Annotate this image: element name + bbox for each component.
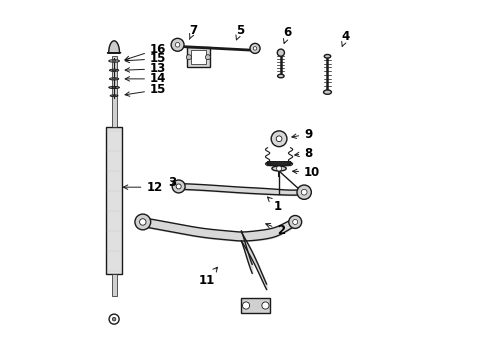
- Bar: [112, 274, 117, 296]
- Circle shape: [135, 214, 151, 230]
- Circle shape: [171, 39, 184, 51]
- Bar: [242, 298, 270, 313]
- Text: 13: 13: [125, 62, 166, 75]
- Circle shape: [109, 314, 119, 324]
- Text: 3: 3: [168, 176, 176, 189]
- Text: 1: 1: [268, 197, 282, 213]
- Ellipse shape: [278, 74, 284, 78]
- Circle shape: [301, 189, 307, 195]
- Ellipse shape: [112, 87, 116, 88]
- Ellipse shape: [323, 90, 331, 94]
- Text: 5: 5: [236, 24, 245, 40]
- Circle shape: [250, 43, 260, 53]
- Circle shape: [262, 302, 269, 309]
- Circle shape: [277, 49, 285, 56]
- Bar: [106, 127, 122, 274]
- Text: 14: 14: [125, 72, 166, 85]
- Circle shape: [289, 216, 302, 228]
- Circle shape: [293, 220, 298, 225]
- Ellipse shape: [112, 60, 116, 62]
- Ellipse shape: [112, 70, 116, 71]
- Circle shape: [276, 136, 282, 141]
- Text: 6: 6: [284, 27, 292, 44]
- Circle shape: [271, 131, 287, 147]
- Circle shape: [112, 318, 116, 321]
- Ellipse shape: [112, 78, 116, 79]
- Circle shape: [205, 55, 210, 60]
- Polygon shape: [108, 41, 121, 53]
- Bar: [191, 50, 206, 64]
- Text: 8: 8: [294, 147, 313, 159]
- Circle shape: [186, 55, 192, 60]
- Text: 15: 15: [125, 83, 166, 96]
- Text: 9: 9: [292, 127, 313, 141]
- Text: 7: 7: [190, 24, 197, 39]
- Bar: [112, 56, 117, 127]
- Ellipse shape: [266, 162, 292, 163]
- Text: 2: 2: [266, 224, 285, 237]
- Ellipse shape: [324, 54, 331, 58]
- Ellipse shape: [110, 95, 118, 96]
- Circle shape: [175, 42, 180, 47]
- Ellipse shape: [109, 86, 120, 89]
- Ellipse shape: [109, 78, 119, 80]
- Circle shape: [140, 219, 146, 225]
- Ellipse shape: [272, 166, 286, 171]
- Ellipse shape: [269, 165, 290, 166]
- Circle shape: [243, 302, 250, 309]
- Text: 11: 11: [198, 267, 218, 287]
- Ellipse shape: [109, 60, 120, 62]
- Text: 4: 4: [342, 30, 350, 46]
- Circle shape: [172, 180, 185, 193]
- Ellipse shape: [266, 163, 292, 164]
- Ellipse shape: [109, 69, 119, 71]
- Bar: [187, 47, 210, 67]
- Text: 12: 12: [123, 181, 163, 194]
- Text: 16: 16: [125, 42, 166, 60]
- Circle shape: [297, 185, 311, 199]
- Circle shape: [253, 47, 257, 50]
- Circle shape: [176, 184, 181, 189]
- Text: 15: 15: [125, 52, 166, 65]
- Ellipse shape: [113, 95, 116, 96]
- Circle shape: [276, 166, 282, 171]
- Text: 10: 10: [293, 166, 320, 179]
